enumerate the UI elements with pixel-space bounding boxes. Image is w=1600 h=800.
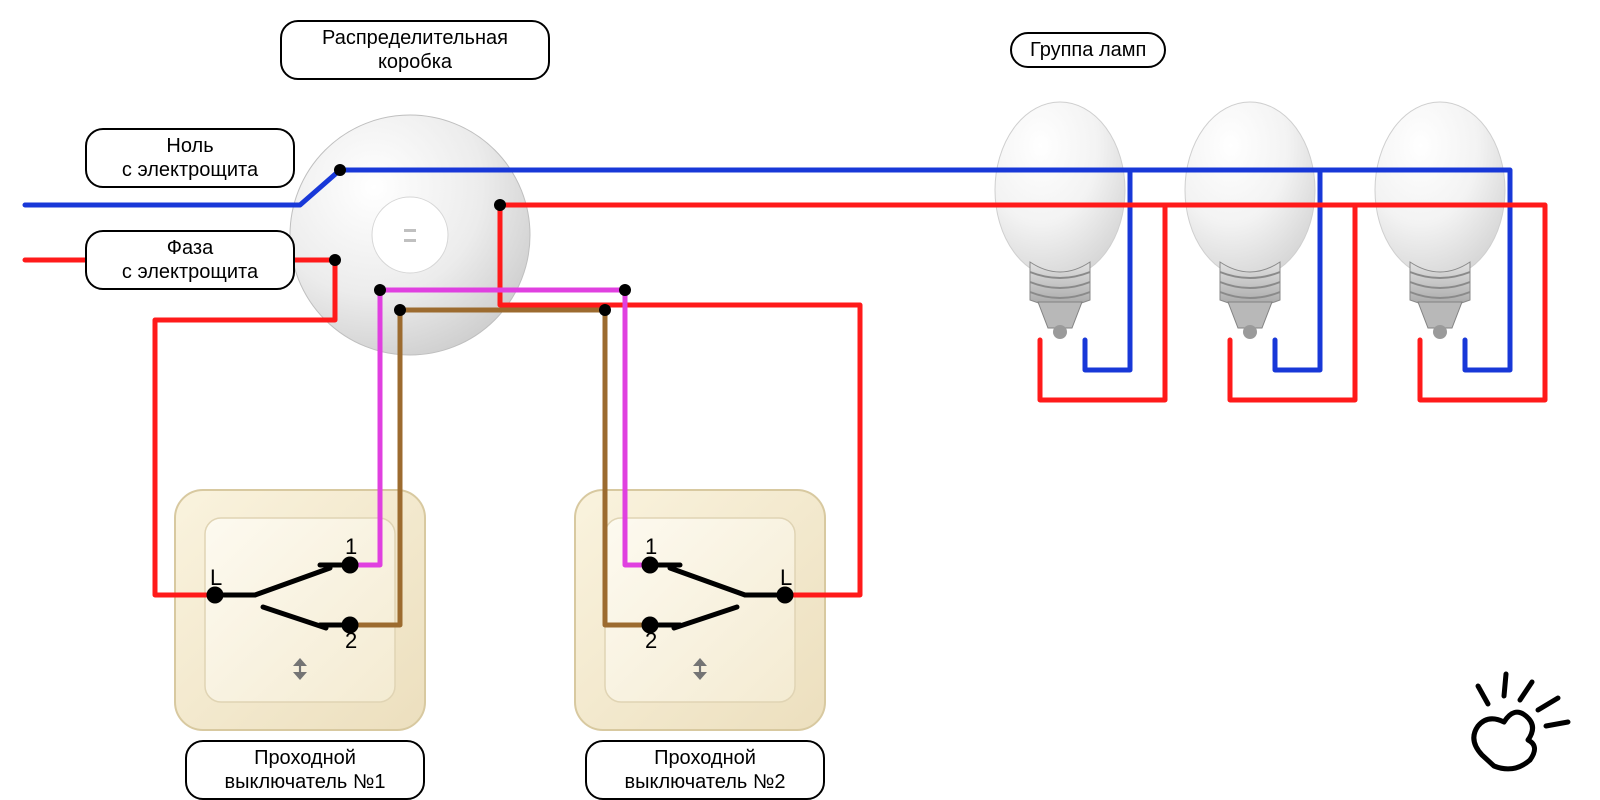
- label-neutral: Нольс электрощита: [85, 128, 295, 188]
- switch1-L-label: L: [210, 565, 222, 591]
- diagram-background: [0, 0, 1600, 800]
- lamp-1-icon: [995, 102, 1125, 339]
- text: Проходнойвыключатель №2: [625, 747, 786, 793]
- switch1-T1-label: 1: [345, 534, 357, 560]
- text: Нольс электрощита: [122, 135, 258, 181]
- junction-box-icon: [290, 115, 530, 355]
- text: Проходнойвыключатель №1: [225, 747, 386, 793]
- wires-layer: [0, 0, 1600, 800]
- label-switch-2: Проходнойвыключатель №2: [585, 740, 825, 800]
- switch-1-icon: [175, 490, 425, 730]
- switch2-T2-label: 2: [645, 628, 657, 654]
- switch2-T1-label: 1: [645, 534, 657, 560]
- text: Распределительнаякоробка: [322, 27, 508, 73]
- logo-icon: [1474, 674, 1568, 769]
- label-lamp-group: Группа ламп: [1010, 32, 1166, 68]
- wire-traveler-2: [350, 310, 650, 625]
- label-junction-box: Распределительнаякоробка: [280, 20, 550, 80]
- lamp-3-icon: [1375, 102, 1505, 339]
- wire-traveler-1: [350, 290, 650, 565]
- text: Группа ламп: [1030, 39, 1146, 61]
- switch2-L-label: L: [780, 565, 792, 591]
- wire-phase-in: [25, 260, 335, 595]
- label-phase: Фазас электрощита: [85, 230, 295, 290]
- switch-2-symbol: [644, 559, 791, 631]
- switch1-T2-label: 2: [345, 628, 357, 654]
- junction-nodes: [329, 164, 631, 316]
- switch-1-symbol: [209, 559, 356, 631]
- text: Фазас электрощита: [122, 237, 258, 283]
- lamp-2-icon: [1185, 102, 1315, 339]
- label-switch-1: Проходнойвыключатель №1: [185, 740, 425, 800]
- switch-2-icon: [575, 490, 825, 730]
